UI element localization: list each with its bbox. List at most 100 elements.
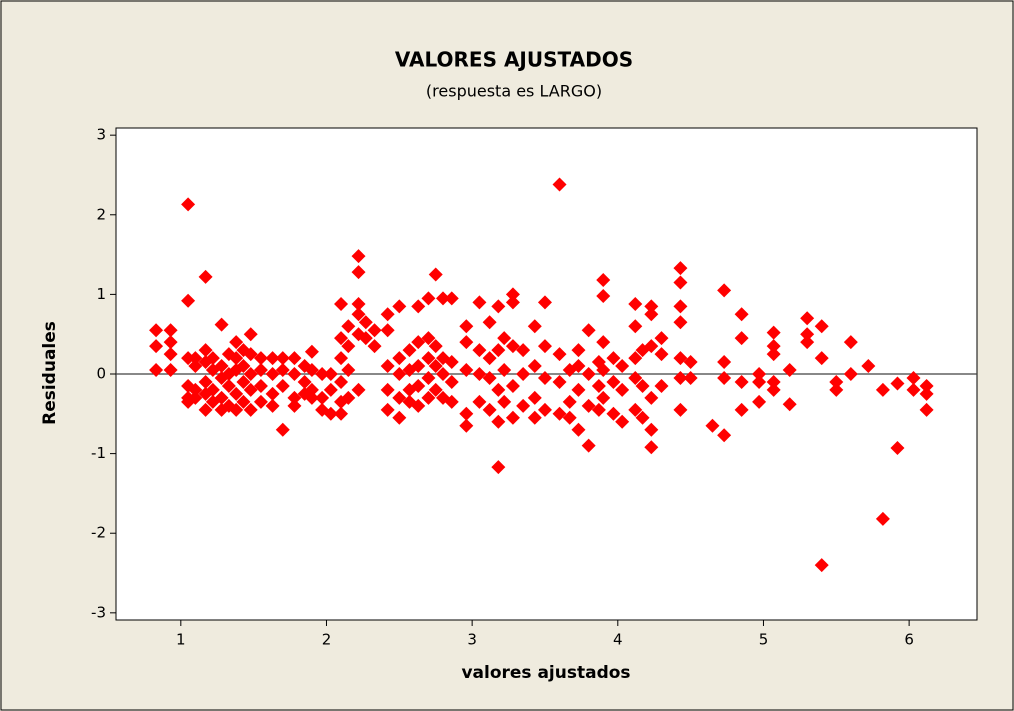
point: [717, 370, 732, 385]
point: [516, 367, 531, 381]
point: [497, 394, 512, 409]
point: [243, 347, 258, 362]
point: [635, 410, 650, 425]
point: [275, 422, 290, 437]
point: [644, 422, 659, 437]
point: [861, 359, 876, 374]
point: [537, 370, 552, 385]
point: [253, 351, 268, 366]
point: [304, 363, 319, 378]
point: [380, 323, 395, 338]
point: [253, 363, 268, 378]
point: [380, 359, 395, 374]
point: [428, 267, 443, 282]
point: [323, 382, 338, 397]
point: [581, 323, 596, 338]
point: [243, 367, 258, 381]
point: [875, 511, 890, 526]
point: [341, 339, 356, 354]
point: [351, 296, 366, 311]
point: [287, 367, 302, 381]
point: [491, 382, 506, 397]
point: [265, 351, 280, 366]
point: [734, 374, 749, 389]
point: [163, 323, 178, 338]
point: [236, 359, 251, 374]
point: [229, 386, 244, 401]
point: [214, 390, 229, 405]
point: [527, 359, 542, 374]
point: [392, 351, 407, 366]
point: [491, 414, 506, 429]
point: [351, 249, 366, 264]
point: [323, 406, 338, 421]
x-tick-label: 6: [904, 631, 914, 649]
point: [341, 390, 356, 405]
point: [253, 394, 268, 409]
point: [654, 378, 669, 393]
point: [149, 363, 164, 378]
point: [411, 378, 426, 393]
point: [673, 315, 688, 330]
point: [358, 315, 373, 330]
point: [402, 343, 417, 358]
point: [198, 269, 213, 284]
point: [596, 288, 611, 303]
point: [459, 363, 474, 378]
point: [411, 335, 426, 350]
point: [552, 406, 567, 421]
point: [287, 398, 302, 413]
point: [411, 398, 426, 413]
point: [236, 394, 251, 409]
point: [752, 367, 767, 381]
point: [591, 378, 606, 393]
point: [243, 402, 258, 417]
point: [287, 351, 302, 366]
point: [265, 367, 280, 381]
point: [497, 331, 512, 346]
point: [829, 382, 844, 397]
point: [287, 390, 302, 405]
point: [527, 319, 542, 334]
point: [571, 422, 586, 437]
point: [571, 382, 586, 397]
x-tick-label: 4: [613, 631, 623, 649]
y-tick-label: -2: [91, 524, 106, 542]
point: [562, 410, 577, 425]
point: [734, 307, 749, 322]
point: [459, 418, 474, 433]
point: [358, 331, 373, 346]
point: [906, 382, 921, 397]
point: [304, 344, 319, 359]
point: [188, 359, 203, 374]
point: [606, 351, 621, 366]
point: [615, 359, 630, 374]
point: [596, 335, 611, 350]
point: [243, 382, 258, 397]
point: [596, 390, 611, 405]
point: [705, 418, 720, 433]
point: [505, 295, 520, 310]
point: [615, 414, 630, 429]
point: [782, 397, 797, 412]
point: [392, 299, 407, 314]
point: [537, 339, 552, 354]
point: [717, 428, 732, 443]
point: [444, 394, 459, 409]
point: [472, 394, 487, 409]
point: [505, 378, 520, 393]
point: [571, 343, 586, 358]
point: [229, 351, 244, 366]
point: [552, 177, 567, 192]
point: [304, 382, 319, 397]
point: [341, 363, 356, 378]
point: [673, 370, 688, 385]
point: [334, 331, 349, 346]
y-tick-label: 2: [96, 205, 106, 223]
point: [482, 402, 497, 417]
point: [188, 390, 203, 405]
point: [181, 197, 196, 212]
y-tick-label: 3: [96, 126, 106, 144]
point: [205, 351, 220, 366]
